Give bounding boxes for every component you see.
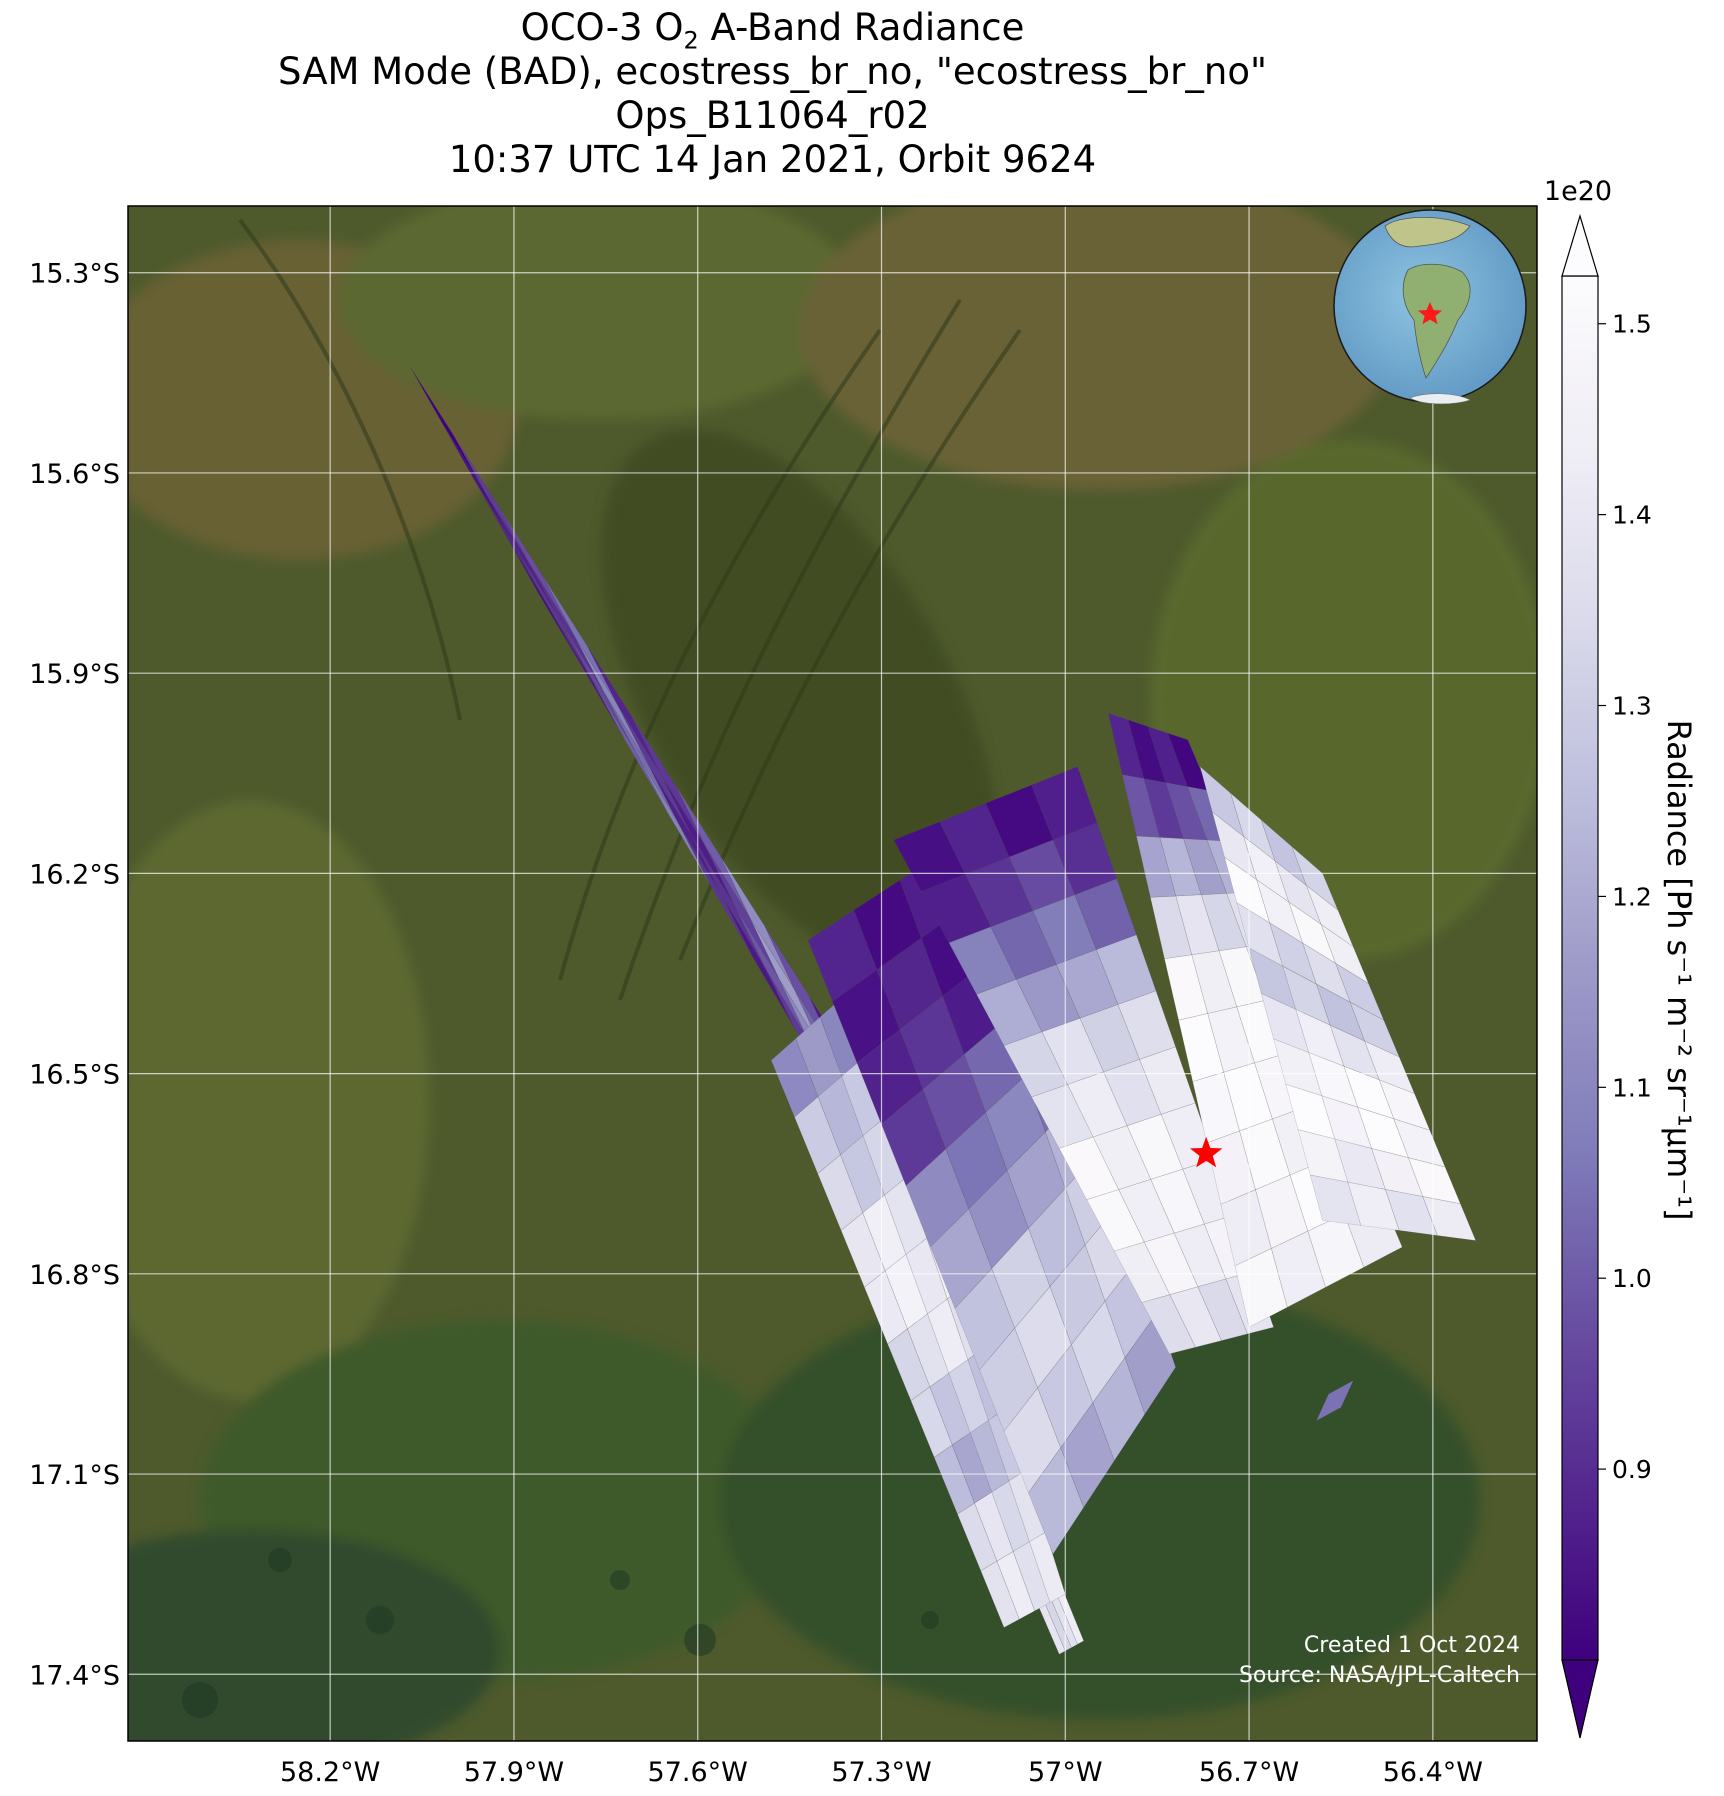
colorbar-tick-label: 1.2 — [1612, 882, 1652, 911]
title-line-2: SAM Mode (BAD), ecostress_br_no, "ecostr… — [278, 50, 1267, 93]
colorbar-tick-label: 1.5 — [1612, 310, 1652, 339]
colorbar-body — [1561, 275, 1599, 1661]
colorbar-tick-label: 1.1 — [1612, 1073, 1652, 1102]
latitude-tick-labels: 15.3°S 15.6°S 15.9°S 16.2°S 16.5°S 16.8°S 17.1… — [29, 259, 120, 1692]
lon-tick-label: 57.6°W — [648, 1757, 748, 1788]
globe-location-star-icon — [1418, 302, 1442, 325]
lon-tick-label: 56.4°W — [1383, 1757, 1483, 1788]
colorbar-exponent: 1e20 — [1544, 176, 1612, 207]
colorbar: 0.9 1.0 1.1 1.2 1.3 1.4 1.5 1e20 Radiance [Ph … — [1544, 176, 1698, 1739]
credits-source: Source: NASA/JPL-Caltech — [1239, 1663, 1520, 1688]
title-line-4: 10:37 UTC 14 Jan 2021, Orbit 9624 — [448, 138, 1097, 181]
lon-tick-label: 57°W — [1028, 1757, 1103, 1788]
colorbar-tick-label: 1.0 — [1612, 1264, 1652, 1293]
north-america-shape — [1384, 216, 1471, 248]
lon-tick-label: 57.9°W — [464, 1757, 564, 1788]
lat-tick-label: 16.5°S — [29, 1060, 120, 1091]
inset-globe — [1333, 209, 1527, 405]
longitude-tick-labels: 58.2°W 57.9°W 57.6°W 57.3°W 57°W 56.7°W 56.4°W — [280, 1757, 1483, 1788]
colorbar-tick-label: 1.3 — [1612, 692, 1652, 721]
title-line-3: Ops_B11064_r02 — [615, 94, 930, 137]
colorbar-extend-min — [1561, 1659, 1599, 1739]
colorbar-label: Radiance [Ph s⁻¹ m⁻² sr⁻¹μm⁻¹] — [1660, 720, 1698, 1221]
target-star-icon — [1190, 1136, 1223, 1168]
colorbar-ticks: 0.9 1.0 1.1 1.2 1.3 1.4 1.5 — [1598, 310, 1652, 1484]
lat-tick-label: 15.3°S — [29, 259, 120, 290]
lat-tick-label: 15.9°S — [29, 659, 120, 690]
gridlines — [128, 206, 1537, 1741]
colorbar-tick-label: 1.4 — [1612, 501, 1652, 530]
map-area[interactable] — [0, 170, 1550, 1770]
antarctica-shape — [1409, 393, 1471, 405]
lon-tick-label: 56.7°W — [1199, 1757, 1299, 1788]
colorbar-extend-max — [1561, 213, 1599, 277]
title-line-1: OCO-3 O2 A-Band Radiance — [520, 6, 1025, 55]
map-frame — [127, 205, 1538, 1742]
target-star-marker — [1190, 1136, 1223, 1168]
lat-tick-label: 17.4°S — [29, 1660, 120, 1691]
radiance-swaths — [409, 366, 1477, 1655]
lat-tick-label: 17.1°S — [29, 1460, 120, 1491]
credits-created: Created 1 Oct 2024 — [1304, 1633, 1520, 1658]
lat-tick-label: 16.2°S — [29, 859, 120, 890]
wetland-patches — [182, 1548, 939, 1718]
colorbar-tick-label: 0.9 — [1612, 1455, 1652, 1484]
swath-cell — [1316, 1380, 1354, 1421]
lon-tick-label: 57.3°W — [831, 1757, 931, 1788]
lon-tick-label: 58.2°W — [280, 1757, 380, 1788]
lat-tick-label: 15.6°S — [29, 459, 120, 490]
lat-tick-label: 16.8°S — [29, 1260, 120, 1291]
